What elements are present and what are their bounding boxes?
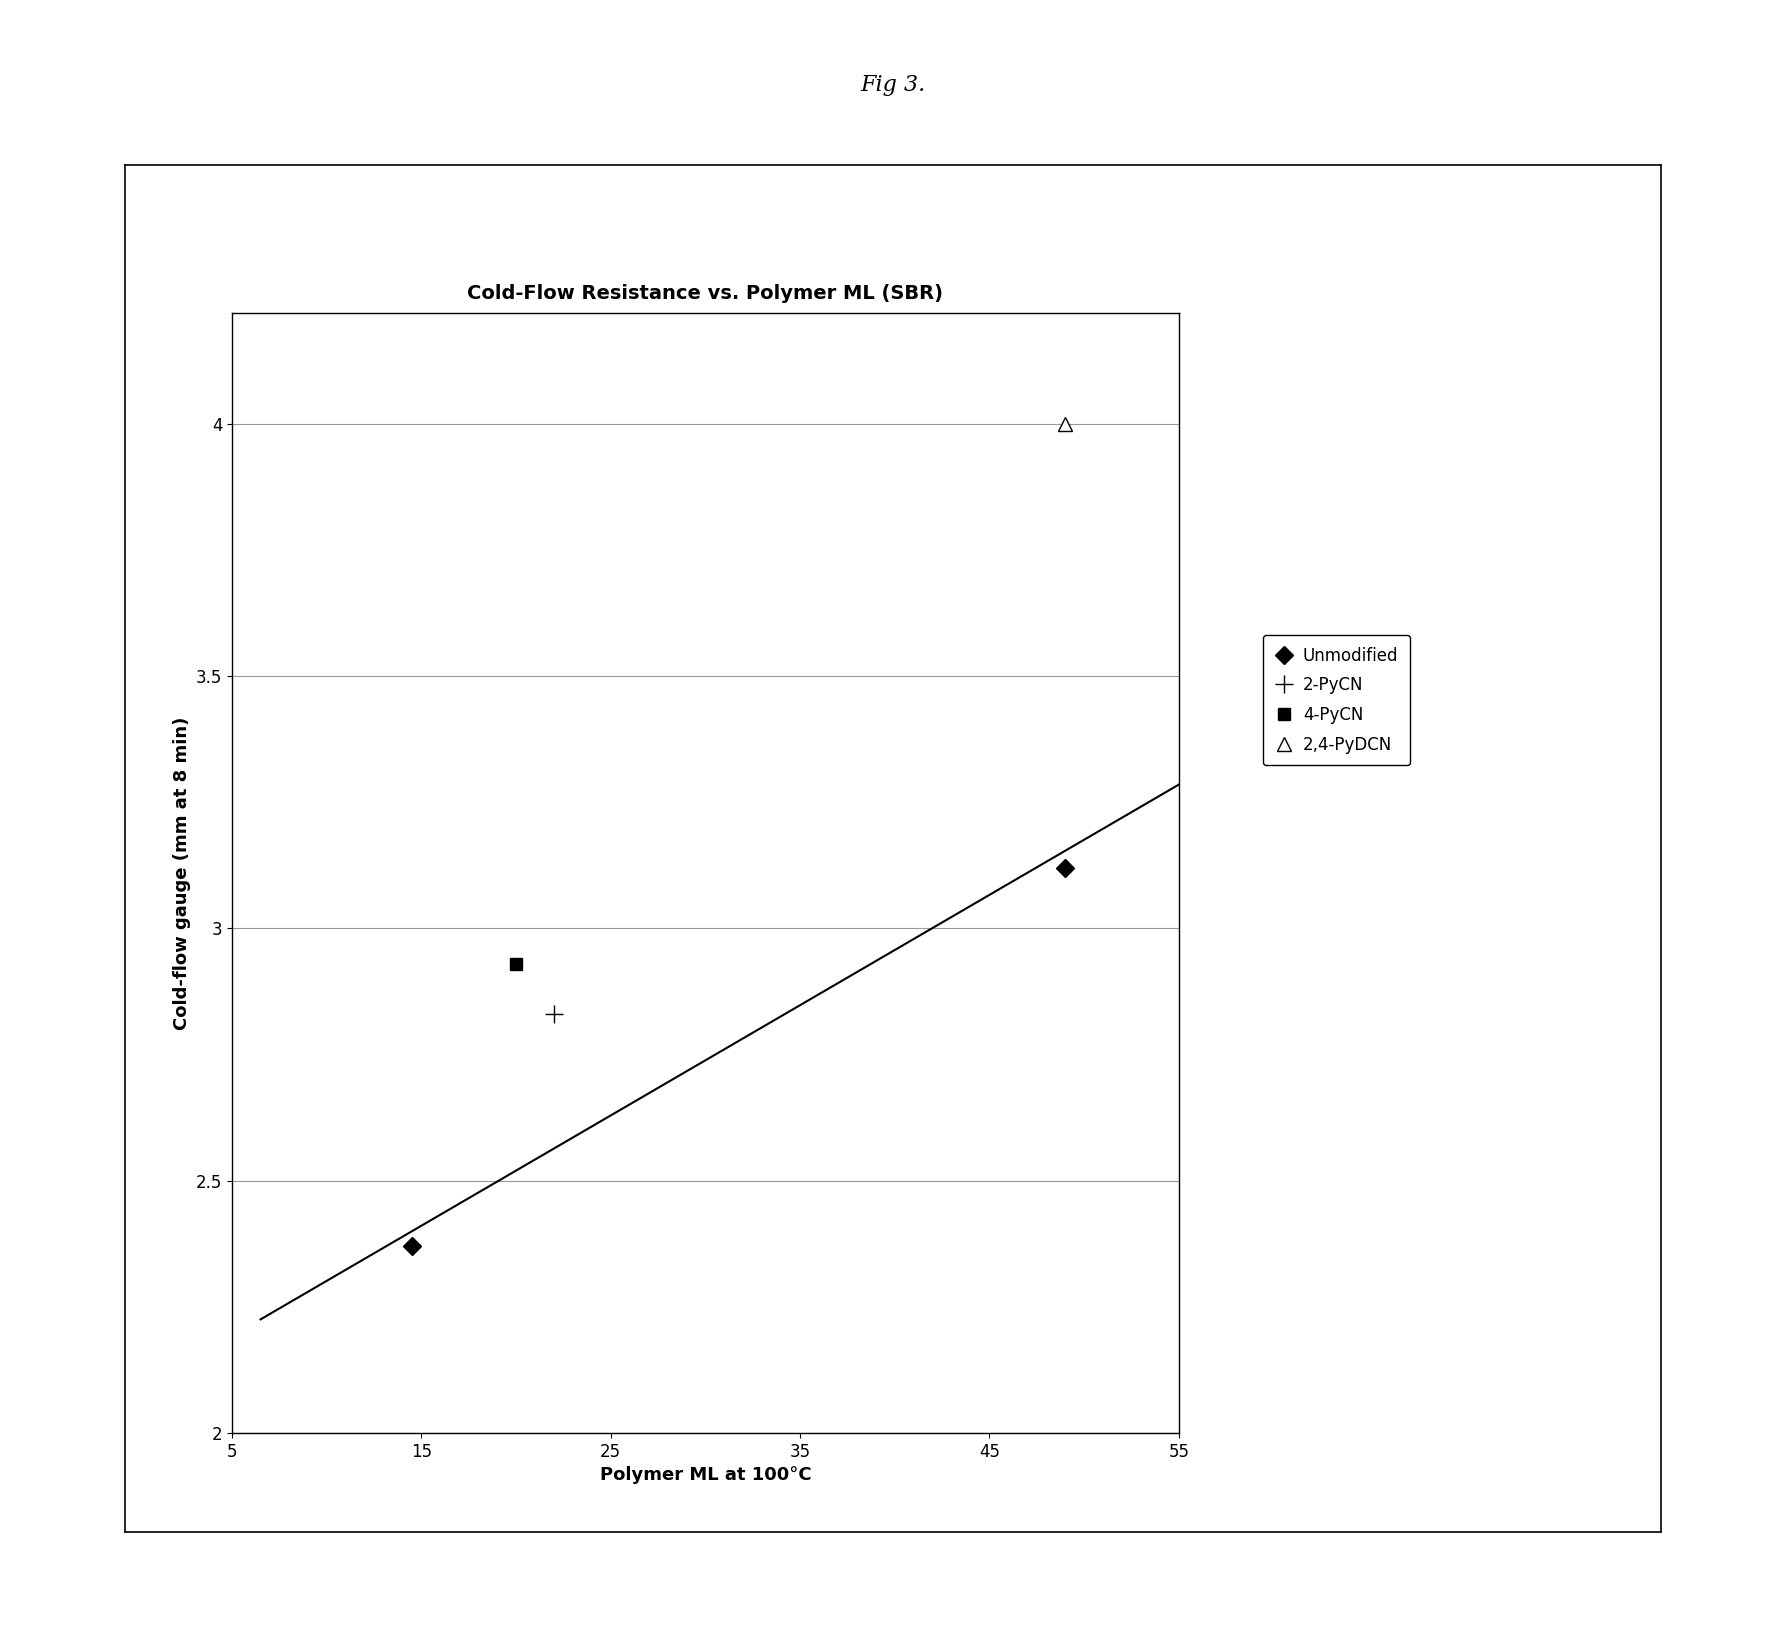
Title: Cold-Flow Resistance vs. Polymer ML (SBR): Cold-Flow Resistance vs. Polymer ML (SBR… [468, 283, 943, 303]
Unmodified [1054, 858, 1075, 878]
Legend: Unmodified, 2-PyCN, 4-PyCN, 2,4-PyDCN: Unmodified, 2-PyCN, 4-PyCN, 2,4-PyDCN [1263, 634, 1409, 766]
X-axis label: Polymer ML at 100°C: Polymer ML at 100°C [600, 1466, 811, 1484]
Line: Unmodified: Unmodified [405, 861, 1072, 1252]
Unmodified [402, 1237, 423, 1257]
Y-axis label: Cold-flow gauge (mm at 8 min): Cold-flow gauge (mm at 8 min) [173, 716, 191, 1029]
Text: Fig 3.: Fig 3. [861, 74, 925, 96]
